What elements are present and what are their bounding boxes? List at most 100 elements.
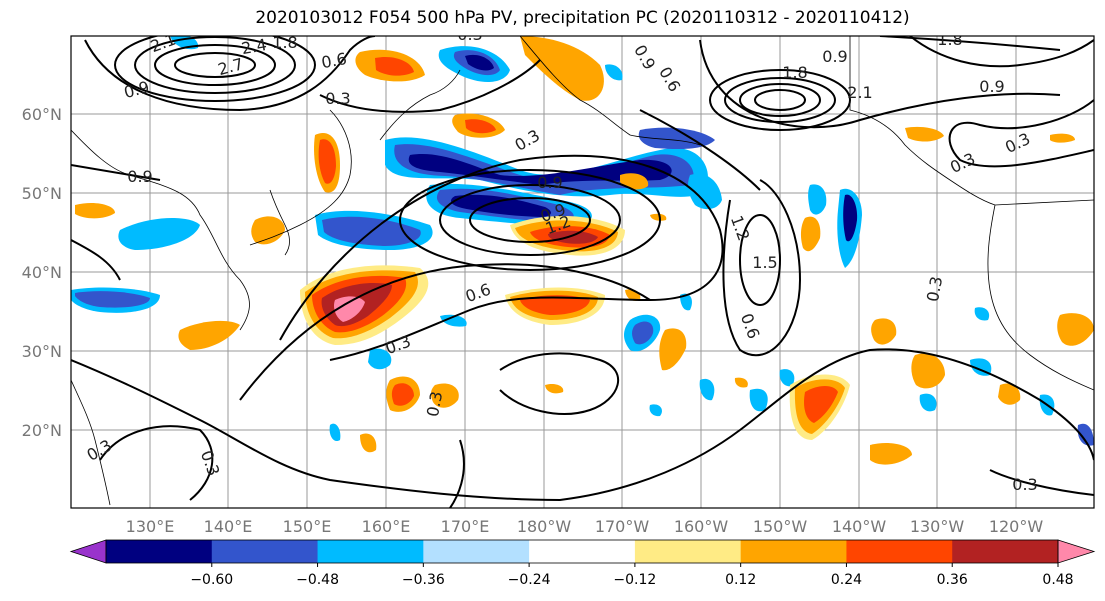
blob-pos [1057,313,1094,346]
map-frame [70,35,1095,509]
blob-neg [749,388,768,412]
blob-pos [659,328,687,371]
blob-neg [440,314,467,327]
lon-tick-label: 180°W [517,517,572,536]
blob-pos [318,139,336,184]
blob-pos [178,320,240,350]
lon-tick-label: 130°E [126,517,175,536]
longitude-tick-labels: 130°E 140°E 150°E 160°E 170°E 180°W 170°W 160°W… [126,517,1044,536]
contour-label: 0.9 [127,167,152,186]
colorbar-bin [106,540,213,563]
blob-pos [333,296,365,322]
contour-label: 1.8 [937,30,962,49]
contour-label: 0.3 [923,275,946,303]
blob-neg [465,54,494,71]
blob-pos [911,353,945,389]
blob-neg [974,307,990,321]
blob-pos [375,56,414,76]
blob-neg [843,194,858,242]
lat-tick-label: 30°N [22,342,62,361]
latitude-tick-labels: 60°N 50°N 40°N 30°N 20°N [22,105,62,440]
lon-tick-label: 160°E [362,517,411,536]
blob-pos [520,295,590,315]
contour-label: 1.5 [752,253,777,272]
lon-tick-label: 150°W [753,517,808,536]
blob-neg [118,218,200,250]
lat-tick-label: 20°N [22,421,62,440]
blob-pos [871,318,897,345]
colorbar-bin [317,540,424,563]
lat-tick-label: 60°N [22,105,62,124]
colorbar-tick-label: −0.48 [296,572,339,588]
lon-tick-label: 120°W [989,517,1044,536]
blob-pos [1050,133,1075,143]
blob-neg [632,321,654,345]
colorbar-tick-label: −0.24 [508,572,551,588]
blob-pos [75,202,115,219]
blob-pos [804,386,838,423]
lon-tick-label: 170°E [441,517,490,536]
blob-pos [520,36,604,101]
colorbar-tick-label: 0.36 [937,572,968,588]
colorbar-extend-max [1057,539,1096,564]
colorbar-bin [952,540,1059,563]
colorbar-bin [846,540,953,563]
precip-shading [71,36,1094,465]
coastlines [71,36,1094,506]
blob-pos [734,377,748,388]
blob-pos [650,213,667,221]
contour-label: 0.9 [537,173,562,192]
blob-neg [450,194,552,217]
colorbar-bin [529,540,636,563]
colorbar-tick-label: 0.12 [725,572,756,588]
contour-label: 0.6 [320,49,348,72]
colorbar-tick-label: −0.36 [402,572,445,588]
colorbar-tick-label: 0.48 [1042,572,1073,588]
blob-neg [75,291,150,308]
blob-neg [649,404,662,417]
blob-pos [870,443,912,465]
colorbar-tick-label: −0.12 [613,572,656,588]
blob-pos [905,126,944,142]
chart-title: 2020103012 F054 500 hPa PV, precipitatio… [255,8,910,28]
contour-label: 0.3 [423,390,446,418]
pv-contours [71,36,1094,508]
blob-neg [808,184,827,215]
blob-neg [779,369,795,387]
blob-pos [620,173,649,190]
lon-tick-label: 160°W [674,517,729,536]
contour-label: 0.3 [457,25,482,44]
blob-pos [998,383,1021,405]
blob-pos [465,119,496,134]
blob-pos [251,216,285,245]
blob-neg [919,393,937,412]
lat-tick-label: 50°N [22,184,62,203]
blob-neg [394,144,694,195]
blob-neg [699,378,715,401]
contour-label: 0.9 [822,47,847,66]
lon-tick-label: 170°W [595,517,650,536]
colorbar-bin [211,540,319,563]
colorbar-tick-label: 0.24 [831,572,862,588]
blob-neg [605,64,623,81]
contour-label: 2.1 [847,83,872,102]
lon-tick-label: 140°E [204,517,253,536]
blob-pos [391,383,414,406]
colorbar-bin [423,540,530,563]
blob-pos [430,383,459,408]
blob-neg [680,293,692,311]
colorbar: −0.60 −0.48 −0.36 −0.24 −0.12 0.12 0.24 0.36 0.4… [69,539,1096,588]
colorbar-tick-label: −0.60 [190,572,233,588]
contour-label: 0.9 [979,77,1004,96]
lon-tick-label: 130°W [910,517,965,536]
blob-neg [368,348,392,370]
blob-neg [687,173,722,210]
blob-neg [329,423,341,442]
lat-tick-label: 40°N [22,263,62,282]
contour-label: 1.8 [272,33,297,52]
colorbar-outline [105,539,1059,564]
lon-tick-label: 150°E [283,517,332,536]
contour-label: 1.8 [782,63,807,82]
contour-label: 0.3 [1012,475,1037,494]
